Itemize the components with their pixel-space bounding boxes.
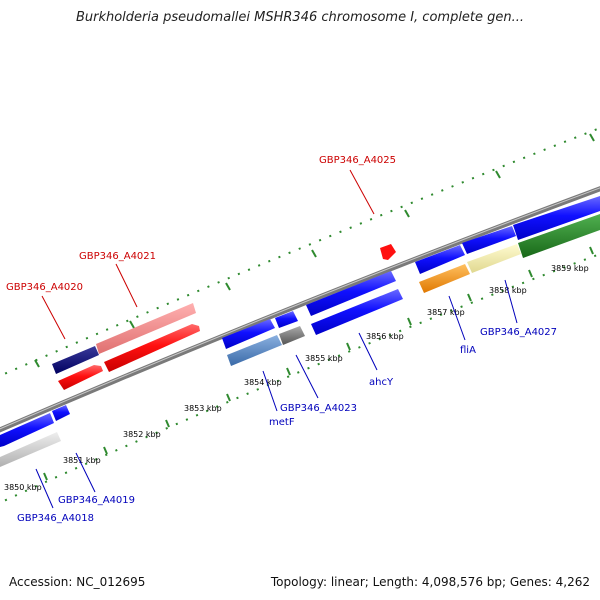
gene-blue-ahcY-upper[interactable] xyxy=(306,271,396,316)
gene-red-a4021[interactable] xyxy=(104,324,200,372)
label-gbp346-a4020[interactable]: GBP346_A4020 xyxy=(6,282,83,293)
gene-pink-a4021[interactable] xyxy=(96,303,196,354)
scale-label-3853: 3853 kbp xyxy=(184,404,222,413)
gene-orange-fliA[interactable] xyxy=(419,264,470,293)
backbone-highlight xyxy=(0,187,600,430)
map-title: Burkholderia pseudomallei MSHR346 chromo… xyxy=(75,10,525,25)
forward-leader-lines xyxy=(41,169,375,340)
gene-steel-metF[interactable] xyxy=(227,335,282,366)
label-gbp346-a4027[interactable]: GBP346_A4027 xyxy=(480,327,557,338)
reverse-major-ticks xyxy=(43,246,594,481)
forward-tick-track xyxy=(0,127,600,377)
gene-blue-left-a[interactable] xyxy=(0,413,54,447)
accession-text: Accession: NC_012695 xyxy=(9,575,146,589)
label-gbp346-a4019[interactable]: GBP346_A4019 xyxy=(58,495,135,506)
gene-blue-a4027-upper[interactable] xyxy=(462,226,516,254)
label-ahcY[interactable]: ahcY xyxy=(369,377,394,388)
gene-blue-small-upper[interactable] xyxy=(275,311,298,328)
reverse-tick-track xyxy=(0,253,600,504)
reverse-leader-lines xyxy=(35,279,518,509)
label-gbp346-a4025[interactable]: GBP346_A4025 xyxy=(319,155,396,166)
gene-blue-right-upper[interactable] xyxy=(513,196,600,240)
label-metF[interactable]: metF xyxy=(269,417,295,428)
gene-red-small[interactable] xyxy=(58,365,103,390)
scale-label-3852: 3852 kbp xyxy=(123,430,161,439)
gene-blue-ahcY[interactable] xyxy=(311,289,403,335)
label-gbp346-a4021[interactable]: GBP346_A4021 xyxy=(79,251,156,262)
label-fliA[interactable]: fliA xyxy=(460,345,476,356)
gene-silver-a4018[interactable] xyxy=(0,432,61,467)
gene-red-a4025[interactable] xyxy=(380,244,396,260)
scale-label-3859: 3859 kbp xyxy=(551,264,589,273)
scale-label-3856: 3856 kbp xyxy=(366,332,404,341)
scale-label-3854: 3854 kbp xyxy=(244,378,282,387)
gene-gray-a4023[interactable] xyxy=(279,326,305,345)
gene-blue-metF-upper[interactable] xyxy=(222,319,275,349)
forward-major-ticks xyxy=(34,133,595,368)
gene-green-right[interactable] xyxy=(518,214,600,258)
label-gbp346-a4018[interactable]: GBP346_A4018 xyxy=(17,513,94,524)
gene-blue-left-b[interactable] xyxy=(52,405,70,421)
scale-label-3851: 3851 kbp xyxy=(63,456,101,465)
genome-backbone xyxy=(0,186,600,433)
label-gbp346-a4023[interactable]: GBP346_A4023 xyxy=(280,403,357,414)
gene-blue-fliA-upper[interactable] xyxy=(415,245,465,274)
scale-label-3857: 3857 kbp xyxy=(427,308,465,317)
scale-label-3850: 3850 kbp xyxy=(4,483,42,492)
gene-navy[interactable] xyxy=(52,346,99,374)
gene-khaki-a4027[interactable] xyxy=(467,244,521,273)
scale-label-3855: 3855 kbp xyxy=(305,354,343,363)
genome-summary-text: Topology: linear; Length: 4,098,576 bp; … xyxy=(270,575,590,589)
